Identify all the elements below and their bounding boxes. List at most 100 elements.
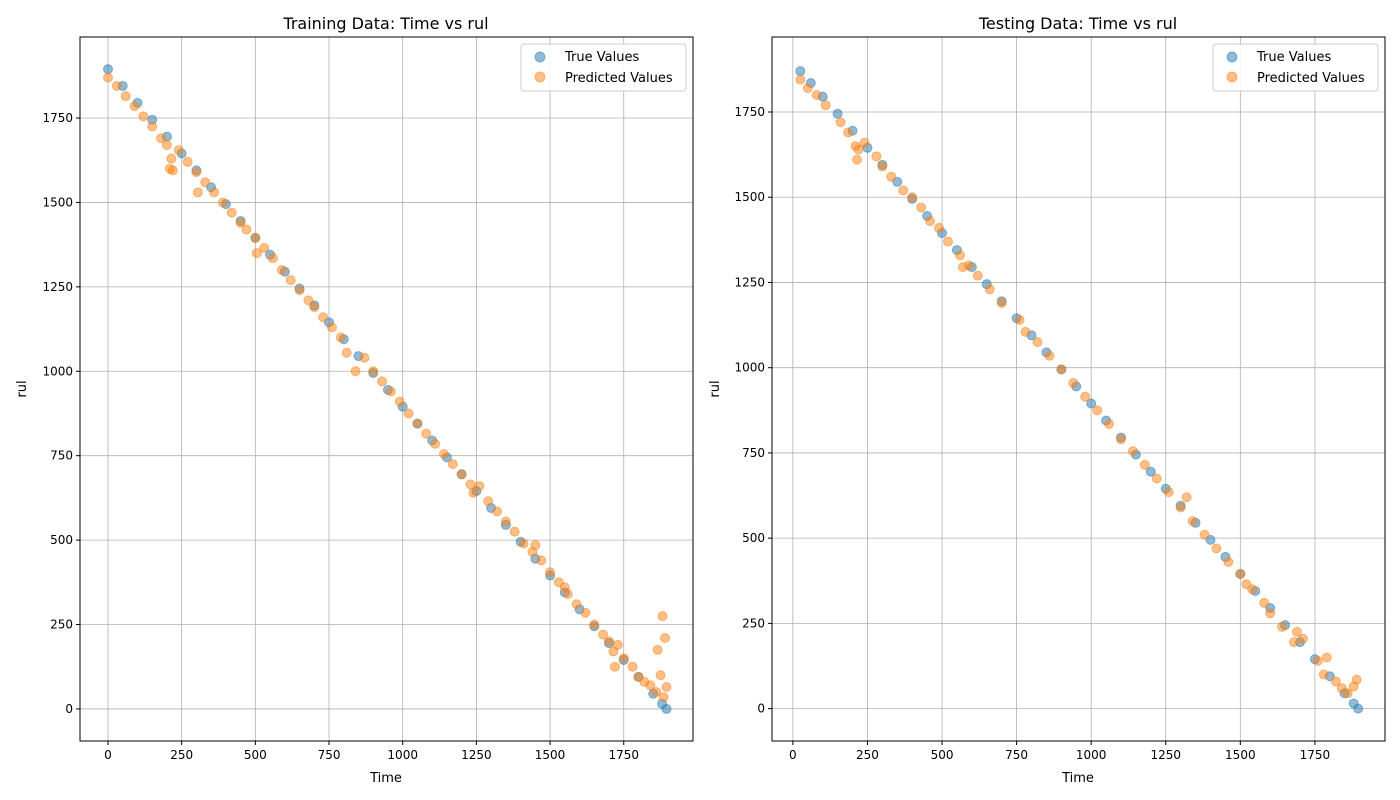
- predicted-value-point: [182, 156, 193, 167]
- predicted-value-point: [652, 644, 663, 655]
- predicted-value-point: [1265, 608, 1276, 619]
- predicted-value-point: [996, 297, 1007, 308]
- y-tick-label: 1500: [734, 190, 765, 204]
- predicted-value-point: [251, 248, 262, 259]
- legend-label-predicted: Predicted Values: [565, 71, 673, 86]
- predicted-value-point: [173, 145, 184, 156]
- predicted-value-point: [1297, 633, 1308, 644]
- x-tick-label: 750: [318, 748, 341, 762]
- predicted-value-point: [509, 526, 520, 537]
- predicted-value-point: [518, 538, 529, 549]
- true-value-point: [1145, 466, 1156, 477]
- y-tick-label: 1500: [42, 195, 73, 209]
- predicted-value-point: [1116, 434, 1127, 445]
- predicted-value-point: [963, 260, 974, 271]
- predicted-value-point: [1247, 584, 1258, 595]
- plot-frame: [79, 36, 694, 742]
- predicted-value-point: [456, 469, 467, 480]
- predicted-value-point: [1235, 568, 1246, 579]
- legend-label-predicted: Predicted Values: [1257, 71, 1365, 86]
- predicted-value-point: [545, 567, 556, 578]
- predicted-value-point: [1151, 473, 1162, 484]
- true-value-point: [832, 108, 843, 119]
- predicted-value-point: [335, 332, 346, 343]
- predicted-value-point: [1056, 364, 1067, 375]
- predicted-value-point: [192, 187, 203, 198]
- chart-title: Training Data: Time vs rul: [282, 14, 488, 33]
- training-grid: [80, 37, 693, 741]
- training-series-predicted: [102, 72, 672, 703]
- predicted-value-point: [934, 222, 945, 233]
- x-tick-label: 1000: [1076, 748, 1107, 762]
- predicted-value-point: [1318, 669, 1329, 680]
- x-axis-label: Time: [369, 771, 402, 786]
- predicted-value-point: [1292, 626, 1303, 637]
- predicted-value-point: [645, 680, 656, 691]
- y-axis-label: rul: [15, 380, 30, 397]
- x-tick-label: 0: [789, 748, 797, 762]
- predicted-value-point: [1044, 350, 1055, 361]
- legend-label-true: True Values: [564, 50, 639, 65]
- predicted-value-point: [350, 366, 361, 377]
- predicted-value-point: [200, 177, 211, 188]
- testing-plot: Testing Data: Time vs rul 0 250 500 750 1000…: [708, 14, 1386, 786]
- predicted-value-point: [658, 692, 669, 703]
- predicted-value-point: [820, 100, 831, 111]
- predicted-value-point: [394, 396, 405, 407]
- predicted-value-point: [609, 661, 620, 672]
- y-axis: 0 250 500 750 1000 1250 1500 1750: [42, 111, 80, 716]
- legend: True Values Predicted Values: [1212, 43, 1379, 92]
- x-tick-label: 250: [170, 748, 193, 762]
- predicted-value-point: [138, 111, 149, 122]
- legend-box: [520, 43, 687, 92]
- predicted-value-point: [835, 117, 846, 128]
- predicted-value-point: [877, 161, 888, 172]
- predicted-value-point: [156, 133, 167, 144]
- predicted-value-point: [852, 154, 863, 165]
- x-axis: 0 250 500 750 1000 1250 1500 1750: [789, 741, 1330, 762]
- predicted-value-point: [1199, 529, 1210, 540]
- predicted-value-point: [447, 459, 458, 470]
- legend: True Values Predicted Values: [520, 43, 687, 92]
- predicted-value-point: [1092, 405, 1103, 416]
- predicted-value-point: [111, 80, 122, 91]
- predicted-value-point: [102, 72, 113, 83]
- predicted-value-point: [161, 140, 172, 151]
- predicted-value-point: [871, 151, 882, 162]
- predicted-value-point: [612, 639, 623, 650]
- x-tick-label: 1500: [535, 748, 566, 762]
- predicted-value-point: [627, 661, 638, 672]
- predicted-value-point: [294, 285, 305, 296]
- predicted-value-point: [984, 284, 995, 295]
- y-tick-label: 1000: [734, 361, 765, 375]
- predicted-value-point: [942, 236, 953, 247]
- predicted-value-point: [571, 599, 582, 610]
- predicted-value-point: [309, 302, 320, 313]
- x-tick-label: 1750: [1300, 748, 1331, 762]
- predicted-value-point: [925, 216, 936, 227]
- legend-box: [1212, 43, 1379, 92]
- predicted-value-point: [318, 312, 329, 323]
- predicted-value-point: [972, 270, 983, 281]
- predicted-value-point: [1277, 621, 1288, 632]
- predicted-value-point: [1181, 492, 1192, 503]
- true-value-point: [1086, 398, 1097, 409]
- legend-marker-true: [534, 51, 546, 63]
- legend-label-true: True Values: [1256, 50, 1331, 65]
- predicted-value-point: [1014, 314, 1025, 325]
- predicted-value-point: [1223, 557, 1234, 568]
- plot-frame: [771, 36, 1386, 742]
- predicted-value-point: [285, 275, 296, 286]
- predicted-value-point: [326, 322, 337, 333]
- predicted-value-point: [1321, 652, 1332, 663]
- predicted-value-point: [421, 428, 432, 439]
- predicted-value-point: [598, 629, 609, 640]
- predicted-value-point: [430, 438, 441, 449]
- true-value-point: [1353, 703, 1364, 714]
- predicted-value-point: [907, 192, 918, 203]
- x-tick-label: 1250: [1150, 748, 1181, 762]
- predicted-value-point: [403, 408, 414, 419]
- predicted-value-point: [276, 264, 287, 275]
